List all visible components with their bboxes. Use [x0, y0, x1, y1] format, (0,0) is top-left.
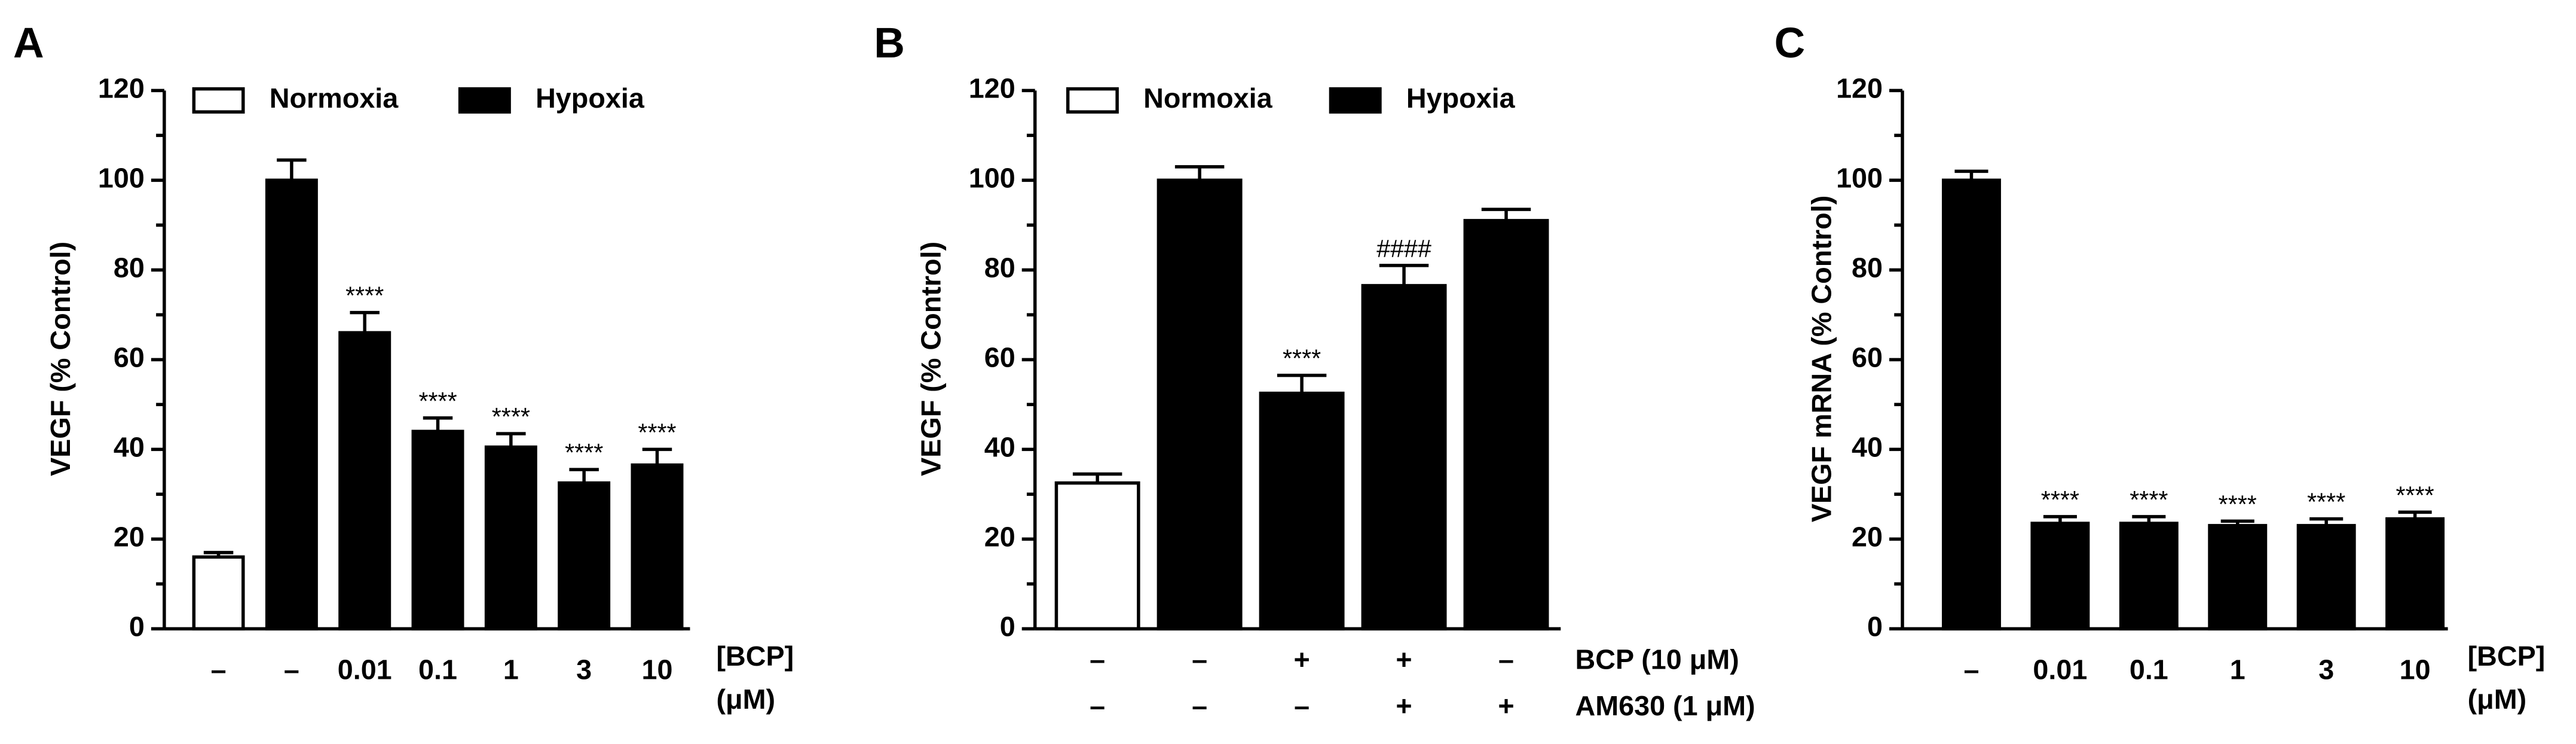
- y-tick-label: 80: [1852, 252, 1883, 283]
- y-tick-label: 20: [1852, 522, 1883, 553]
- row-label: AM630 (1 μM): [1575, 690, 1755, 721]
- y-tick-label: 40: [114, 432, 145, 463]
- y-tick-label: 80: [114, 252, 145, 283]
- y-axis-label: VEGF (% Control): [45, 242, 76, 476]
- bar: [2296, 524, 2356, 631]
- x-tick-label: 3: [2318, 654, 2334, 685]
- significance-label: ****: [638, 419, 676, 446]
- y-tick-label: 100: [969, 163, 1015, 194]
- x-tick-label: 0.1: [418, 654, 457, 685]
- row-label: BCP (10 μM): [1575, 644, 1739, 675]
- x-axis-label: [BCP]: [2468, 641, 2546, 672]
- y-tick-label: 0: [1000, 611, 1015, 642]
- bar: [631, 463, 684, 631]
- significance-label: ####: [1376, 235, 1431, 263]
- significance-label: ****: [2219, 490, 2257, 518]
- x-tick-label: 0.01: [338, 654, 392, 685]
- y-tick-label: 120: [969, 73, 1015, 104]
- x-tick-label: –: [1090, 690, 1105, 721]
- x-tick-label: –: [1498, 644, 1514, 675]
- bar: [1941, 178, 2001, 631]
- legend-label: Normoxia: [270, 83, 399, 114]
- significance-label: ****: [565, 439, 603, 466]
- legend-swatch: [1329, 87, 1382, 114]
- bar: [1157, 178, 1243, 631]
- bar: [1054, 481, 1140, 631]
- x-tick-label: +: [1396, 690, 1412, 721]
- x-tick-label: –: [1294, 690, 1310, 721]
- x-tick-label: +: [1498, 690, 1514, 721]
- y-tick-label: 100: [1836, 163, 1883, 194]
- legend-label: Hypoxia: [536, 83, 645, 114]
- bar: [558, 481, 611, 631]
- bar: [1361, 283, 1447, 631]
- bar: [2119, 522, 2179, 631]
- y-tick-label: 40: [984, 432, 1015, 463]
- y-tick-label: 20: [984, 522, 1015, 553]
- x-tick-label: 0.01: [2033, 654, 2087, 685]
- x-tick-label: –: [1090, 644, 1105, 675]
- x-tick-label: –: [1192, 644, 1207, 675]
- y-tick-label: 40: [1852, 432, 1883, 463]
- y-tick-label: 60: [1852, 342, 1883, 373]
- x-axis-label: (μM): [716, 684, 775, 715]
- bar: [265, 178, 318, 631]
- y-tick-label: 120: [98, 73, 145, 104]
- x-tick-label: +: [1293, 644, 1310, 675]
- y-tick-label: 0: [1867, 611, 1883, 642]
- y-tick-label: 20: [114, 522, 145, 553]
- bar: [1259, 391, 1345, 631]
- y-tick-label: 120: [1836, 73, 1883, 104]
- legend-label: Hypoxia: [1406, 83, 1516, 114]
- x-axis-label: (μM): [2468, 684, 2527, 715]
- bar: [192, 555, 245, 631]
- significance-label: ****: [2307, 489, 2345, 516]
- significance-label: ****: [2130, 486, 2168, 514]
- bar: [484, 445, 537, 631]
- y-axis-label: VEGF mRNA (% Control): [1806, 196, 1837, 523]
- y-tick-label: 100: [98, 163, 145, 194]
- significance-label: ****: [345, 282, 384, 310]
- significance-label: ****: [418, 388, 457, 415]
- bar: [1463, 219, 1549, 631]
- x-tick-label: –: [1963, 654, 1979, 685]
- y-tick-label: 0: [129, 611, 145, 642]
- legend-swatch: [1066, 87, 1119, 114]
- x-tick-label: 0.1: [2130, 654, 2168, 685]
- x-axis-label: [BCP]: [716, 641, 794, 672]
- bar: [2030, 522, 2090, 631]
- panel-label: C: [1775, 19, 1806, 67]
- legend-label: Normoxia: [1143, 83, 1272, 114]
- legend-swatch: [458, 87, 511, 114]
- bar: [411, 429, 464, 631]
- panel-label: B: [874, 19, 905, 67]
- legend-swatch: [192, 87, 245, 114]
- y-tick-label: 80: [984, 252, 1015, 283]
- y-tick-label: 60: [984, 342, 1015, 373]
- significance-label: ****: [1283, 345, 1321, 373]
- y-tick-label: 60: [114, 342, 145, 373]
- x-tick-label: 10: [641, 654, 672, 685]
- x-tick-label: –: [211, 654, 227, 685]
- bar: [2385, 517, 2445, 631]
- panel-label: A: [13, 19, 44, 67]
- x-tick-label: 1: [503, 654, 519, 685]
- x-tick-label: 1: [2230, 654, 2245, 685]
- bar: [338, 331, 391, 631]
- x-tick-label: –: [1192, 690, 1207, 721]
- significance-label: ****: [2041, 486, 2079, 514]
- bar: [2208, 524, 2268, 631]
- x-tick-label: 3: [576, 654, 592, 685]
- y-axis-label: VEGF (% Control): [916, 242, 947, 476]
- significance-label: ****: [2396, 481, 2434, 509]
- x-tick-label: 10: [2400, 654, 2431, 685]
- x-tick-label: +: [1396, 644, 1412, 675]
- significance-label: ****: [492, 403, 530, 431]
- x-tick-label: –: [284, 654, 299, 685]
